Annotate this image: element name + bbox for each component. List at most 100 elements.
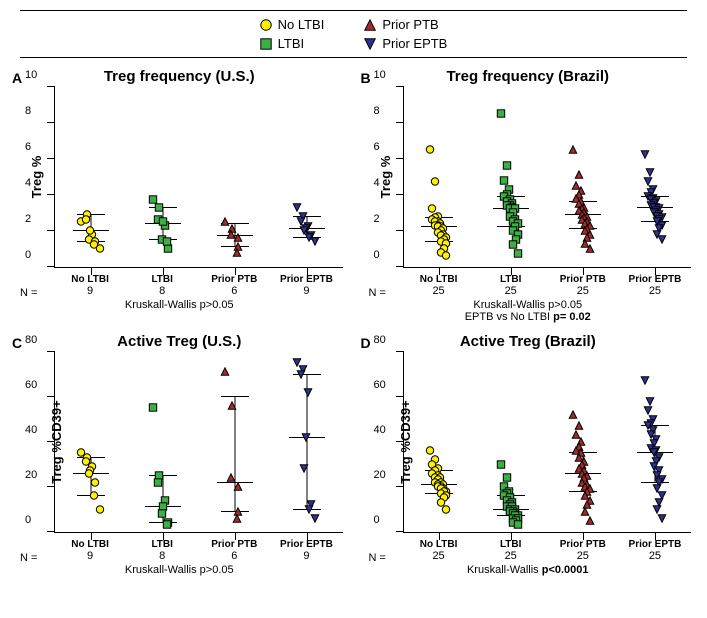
panel-letter: A — [12, 70, 22, 86]
data-point — [95, 240, 104, 258]
data-point — [658, 510, 667, 528]
y-tick-label: 4 — [374, 177, 380, 189]
chart-area: Treg %0246810 — [403, 87, 692, 268]
panel-title: Treg frequency (Brazil) — [359, 68, 698, 85]
n-value: 25 — [475, 285, 547, 297]
y-tick-label: 80 — [25, 334, 37, 346]
y-tick-label: 0 — [374, 249, 380, 261]
y-tick-label: 2 — [25, 213, 31, 225]
group — [619, 352, 691, 532]
y-tick-label: 20 — [25, 469, 37, 481]
y-tick-label: 4 — [25, 177, 31, 189]
n-value: 25 — [619, 550, 691, 562]
panel-letter: D — [361, 335, 371, 351]
data-point — [311, 233, 320, 251]
group — [547, 352, 619, 532]
y-tick-label: 80 — [374, 334, 386, 346]
y-tick-label: 6 — [25, 141, 31, 153]
data-point — [220, 363, 229, 381]
y-tick-label: 10 — [374, 69, 386, 81]
group — [199, 87, 271, 267]
chart-area: Treg %CD39+020406080 — [54, 352, 343, 533]
group — [127, 87, 199, 267]
legend-item: Prior PTB — [364, 17, 447, 32]
n-value: 6 — [198, 285, 270, 297]
group — [475, 87, 547, 267]
data-point — [300, 460, 309, 478]
stats-text: Kruskall-Wallis p<0.0001 — [359, 564, 698, 576]
group — [55, 87, 127, 267]
legend-item: No LTBI — [260, 17, 325, 32]
data-point — [159, 213, 168, 231]
legend: No LTBI Prior PTB LTBI Prior EPTB — [20, 10, 687, 58]
data-point — [430, 173, 439, 191]
n-value: 9 — [270, 285, 342, 297]
data-point — [442, 247, 451, 265]
y-tick-label: 8 — [25, 105, 31, 117]
n-value: 25 — [547, 550, 619, 562]
legend-item: Prior EPTB — [364, 36, 447, 51]
data-point — [641, 372, 650, 390]
n-value: 25 — [475, 550, 547, 562]
y-tick-label: 0 — [374, 514, 380, 526]
group — [404, 87, 476, 267]
y-tick-label: 8 — [374, 105, 380, 117]
group — [547, 87, 619, 267]
y-tick-label: 60 — [374, 379, 386, 391]
data-point — [586, 240, 595, 258]
panel-B: B Treg frequency (Brazil)Treg %0246810No… — [359, 68, 698, 323]
stats-text: Kruskall-Wallis p>0.05EPTB vs No LTBI p=… — [359, 299, 698, 323]
data-point — [497, 105, 506, 123]
y-tick-label: 60 — [25, 379, 37, 391]
group — [199, 352, 271, 532]
chart-area: Treg %0246810 — [54, 87, 343, 268]
y-tick-label: 40 — [25, 424, 37, 436]
n-value: 25 — [547, 285, 619, 297]
data-point — [586, 512, 595, 530]
group — [404, 352, 476, 532]
panel-C: C Active Treg (U.S.)Treg %CD39+020406080… — [10, 333, 349, 576]
data-point — [234, 478, 243, 496]
data-point — [442, 501, 451, 519]
data-point — [303, 384, 312, 402]
n-prefix: N = — [20, 552, 37, 564]
data-point — [233, 510, 242, 528]
n-value: 6 — [198, 550, 270, 562]
chart-area: Treg %CD39+020406080 — [403, 352, 692, 533]
n-prefix: N = — [369, 287, 386, 299]
n-prefix: N = — [369, 552, 386, 564]
group — [619, 87, 691, 267]
panel-D: D Active Treg (Brazil)Treg %CD39+0204060… — [359, 333, 698, 576]
data-point — [95, 501, 104, 519]
n-value: 9 — [54, 285, 126, 297]
n-value: 8 — [126, 285, 198, 297]
data-point — [227, 397, 236, 415]
data-point — [658, 231, 667, 249]
y-tick-label: 2 — [374, 213, 380, 225]
n-value: 25 — [403, 550, 475, 562]
n-prefix: N = — [20, 287, 37, 299]
y-tick-label: 0 — [25, 514, 31, 526]
data-point — [311, 510, 320, 528]
data-point — [569, 141, 578, 159]
panel-title: Active Treg (U.S.) — [10, 333, 349, 350]
panel-letter: B — [361, 70, 371, 86]
data-point — [514, 245, 523, 263]
panel-A: A Treg frequency (U.S.)Treg %0246810No L… — [10, 68, 349, 323]
y-tick-label: 40 — [374, 424, 386, 436]
y-tick-label: 0 — [25, 249, 31, 261]
y-tick-label: 20 — [374, 469, 386, 481]
group — [127, 352, 199, 532]
data-point — [154, 474, 163, 492]
y-tick-label: 10 — [25, 69, 37, 81]
y-tick-label: 6 — [374, 141, 380, 153]
data-point — [425, 141, 434, 159]
group — [55, 352, 127, 532]
data-point — [302, 429, 311, 447]
n-value: 25 — [619, 285, 691, 297]
group — [475, 352, 547, 532]
data-point — [148, 399, 157, 417]
legend-item: LTBI — [260, 36, 325, 51]
data-point — [641, 146, 650, 164]
data-point — [297, 366, 306, 384]
